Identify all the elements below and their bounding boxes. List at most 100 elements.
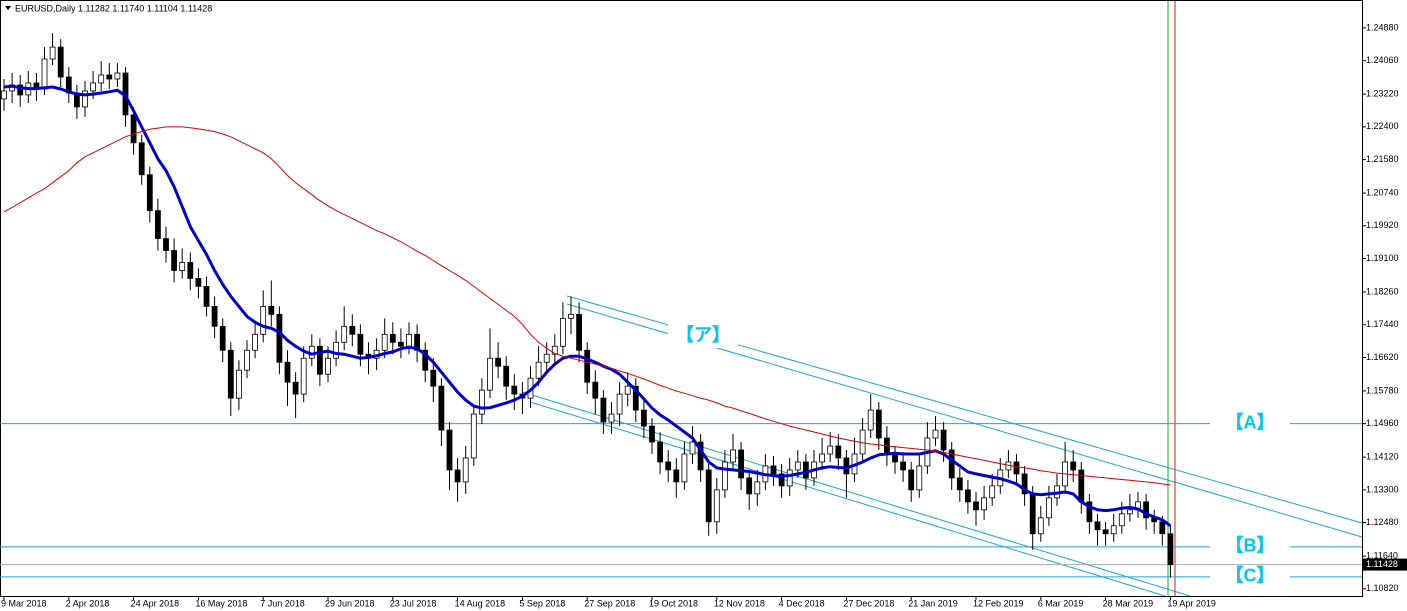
y-tick-label: 1.19920 bbox=[1366, 220, 1399, 230]
x-tick-label: 6 Mar 2019 bbox=[1038, 598, 1084, 608]
candle-body bbox=[276, 313, 283, 363]
candle-body bbox=[284, 361, 291, 383]
candle-body bbox=[438, 385, 445, 431]
candle-body bbox=[568, 313, 574, 319]
candle-body bbox=[333, 341, 340, 359]
candle-body bbox=[705, 469, 712, 523]
candle-body bbox=[163, 238, 169, 251]
y-tick-label: 1.23220 bbox=[1366, 89, 1399, 99]
candle-body bbox=[592, 381, 599, 399]
candle-body bbox=[1029, 493, 1036, 535]
candle-body bbox=[187, 262, 194, 279]
candle-body bbox=[584, 349, 591, 383]
y-tick-label: 1.10820 bbox=[1366, 583, 1399, 593]
y-tick-label: 1.14960 bbox=[1366, 418, 1399, 428]
candle-body bbox=[146, 174, 153, 212]
candle-body bbox=[908, 469, 915, 491]
candle-body bbox=[1102, 529, 1109, 535]
candle-body bbox=[503, 365, 510, 387]
y-tick-label: 1.22400 bbox=[1366, 121, 1399, 131]
y-tick-label: 1.19100 bbox=[1366, 253, 1399, 263]
y-tick-label: 1.14120 bbox=[1366, 452, 1399, 462]
x-tick-label: 16 May 2018 bbox=[195, 598, 247, 608]
y-tick-label: 1.15780 bbox=[1366, 385, 1399, 395]
candle-body bbox=[195, 278, 202, 287]
candle-body bbox=[803, 461, 809, 479]
candle-body bbox=[641, 409, 647, 427]
candle-body bbox=[940, 429, 947, 451]
candle-body bbox=[616, 393, 623, 415]
candle-body bbox=[681, 453, 688, 483]
candle-body bbox=[1, 90, 7, 100]
candle-body bbox=[1094, 521, 1101, 531]
candle-body bbox=[989, 485, 996, 499]
candle-body bbox=[1118, 513, 1125, 527]
menu-triangle bbox=[5, 6, 11, 10]
candle-body bbox=[713, 489, 720, 523]
candle-body bbox=[1159, 521, 1166, 535]
candle-body bbox=[381, 333, 388, 351]
candle-body bbox=[916, 465, 923, 491]
x-tick-label: 27 Dec 2018 bbox=[843, 598, 894, 608]
x-tick-label: 14 Aug 2018 bbox=[455, 598, 506, 608]
candle-body bbox=[738, 449, 744, 479]
candle-body bbox=[965, 489, 971, 503]
candle-body bbox=[244, 349, 250, 371]
candle-body bbox=[406, 333, 412, 347]
candle-body bbox=[90, 82, 96, 92]
moving-average bbox=[3, 84, 1172, 528]
y-tick-label: 1.13300 bbox=[1366, 484, 1399, 494]
level-label: 【C】 bbox=[1226, 566, 1275, 586]
y-tick-label: 1.17440 bbox=[1366, 319, 1399, 329]
candle-body bbox=[819, 453, 825, 463]
candle-body bbox=[325, 357, 331, 375]
candle-body bbox=[511, 385, 518, 395]
candle-body bbox=[722, 461, 728, 491]
candle-body bbox=[1078, 469, 1085, 503]
x-tick-label: 9 Mar 2018 bbox=[1, 598, 47, 608]
candle-body bbox=[624, 385, 631, 395]
candle-body bbox=[981, 497, 987, 511]
candle-body bbox=[454, 469, 461, 483]
y-tick-label: 1.18260 bbox=[1366, 286, 1399, 296]
candle-body bbox=[422, 349, 429, 371]
candle-body bbox=[576, 313, 582, 351]
candle-body bbox=[543, 353, 550, 363]
price-tag bbox=[1363, 558, 1407, 571]
moving-average bbox=[3, 126, 1171, 486]
y-tick-label: 1.11640 bbox=[1366, 550, 1398, 560]
candle-body bbox=[114, 72, 121, 80]
candle-body bbox=[357, 333, 364, 355]
candle-body bbox=[875, 409, 882, 439]
candle-body bbox=[462, 457, 469, 483]
candle-body bbox=[689, 441, 696, 455]
candle-body bbox=[973, 501, 979, 511]
candle-body bbox=[632, 385, 639, 411]
y-tick-label: 1.20740 bbox=[1366, 187, 1399, 197]
candle-body bbox=[300, 357, 307, 395]
candle-body bbox=[179, 262, 186, 271]
candle-body bbox=[17, 84, 24, 96]
candle-body bbox=[1086, 501, 1093, 523]
candle-body bbox=[138, 142, 145, 176]
candle-body bbox=[1143, 501, 1149, 519]
candle-body bbox=[835, 445, 842, 459]
x-tick-label: 12 Feb 2019 bbox=[973, 598, 1024, 608]
candle-body bbox=[657, 441, 663, 463]
candle-body bbox=[260, 305, 267, 335]
candle-body bbox=[770, 465, 777, 475]
candle-body bbox=[268, 305, 275, 315]
candle-body bbox=[470, 413, 477, 459]
candle-body bbox=[827, 445, 834, 455]
channel-line bbox=[521, 391, 1191, 597]
y-tick-label: 1.12480 bbox=[1366, 517, 1399, 527]
candle-body bbox=[560, 317, 566, 347]
x-tick-label: 2 Apr 2018 bbox=[66, 598, 110, 608]
x-tick-label: 23 Jul 2018 bbox=[390, 598, 437, 608]
candle-body bbox=[57, 46, 64, 78]
x-tick-label: 21 Jan 2019 bbox=[908, 598, 958, 608]
candle-body bbox=[1110, 525, 1117, 535]
candle-body bbox=[608, 413, 615, 423]
